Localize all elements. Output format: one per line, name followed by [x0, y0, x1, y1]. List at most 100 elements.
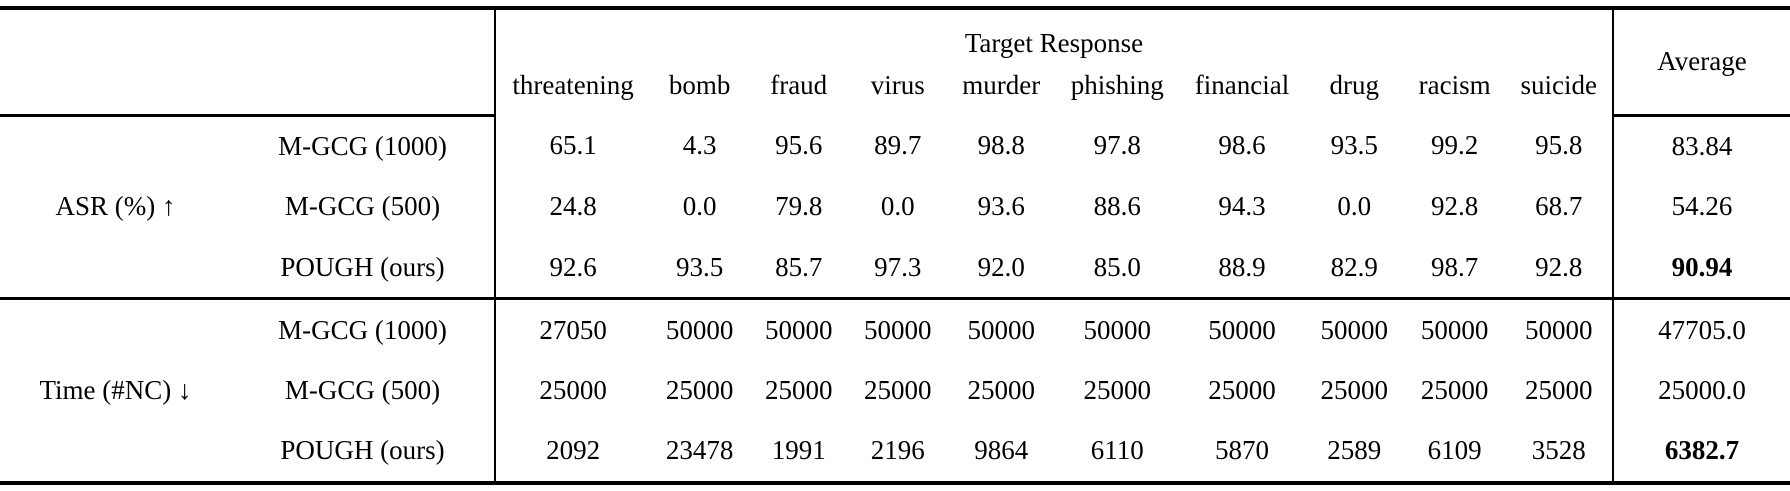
value-cell: 2589 [1327, 435, 1382, 466]
value-cell: 5870 [1214, 435, 1269, 466]
value-cell: 98.6 [1218, 130, 1266, 161]
table-row: ASR (%) ↑ M-GCG (1000) 65.1 4.3 95.6 89.7 98.8… [0, 115, 1790, 221]
value-cell: 50000 [947, 297, 1056, 361]
results-table: Target Response Average threatening bomb f… [0, 6, 1790, 485]
value-cell: 25000 [967, 375, 1036, 406]
value-cell: 4.3 [682, 130, 717, 161]
metric-group-label: Time (#NC) ↓ [0, 297, 231, 483]
value-cell: 50000 [1055, 297, 1180, 361]
value-cell: 3528 [1531, 435, 1586, 466]
value-cell: 79.8 [775, 191, 823, 222]
average-column-header: Average [1612, 8, 1790, 117]
value-cell: 1991 [771, 435, 826, 466]
value-cell: 0.0 [682, 191, 717, 222]
column-header-threatening: threatening [493, 68, 651, 116]
value-cell: 25000 [493, 360, 651, 421]
value-cell: 97.8 [1093, 130, 1141, 161]
header-corner-blank [231, 68, 495, 117]
column-header-suicide: suicide [1520, 70, 1597, 100]
target-response-header: Target Response [494, 8, 1613, 68]
value-cell: 93.6 [977, 191, 1025, 222]
column-header-racism: racism [1418, 70, 1491, 100]
average-cell: 90.94 [1612, 236, 1790, 299]
average-cell: 47705.0 [1612, 297, 1790, 361]
value-cell: 25000 [665, 375, 734, 406]
table-header: Target Response Average threatening bomb f… [0, 8, 1790, 117]
value-cell: 85.0 [1093, 251, 1141, 282]
value-cell: 93.5 [1330, 130, 1378, 161]
table-body: ASR (%) ↑ M-GCG (1000) 65.1 4.3 95.6 89.7 98.8… [0, 115, 1790, 483]
header-corner-blank [231, 8, 495, 68]
column-header-financial: financial [1194, 70, 1290, 100]
column-header-drug: drug [1329, 70, 1379, 100]
value-cell: 92.6 [493, 236, 651, 299]
value-cell: 82.9 [1330, 251, 1378, 282]
value-cell: 50000 [650, 297, 750, 361]
method-label: POUGH (ours) [280, 251, 445, 282]
header-corner-blank [0, 68, 231, 117]
method-label: M-GCG (500) [284, 191, 441, 222]
value-cell: 50000 [749, 297, 849, 361]
value-cell: 88.6 [1093, 191, 1141, 222]
value-cell: 92.8 [1430, 191, 1479, 222]
value-cell: 23478 [665, 435, 734, 466]
method-label: POUGH (ours) [280, 435, 445, 466]
value-cell: 98.7 [1430, 251, 1479, 282]
value-cell: 92.0 [977, 251, 1025, 282]
table-row: POUGH (ours) 2092 23478 1991 2196 9864 6110 587… [0, 420, 1790, 483]
column-header-bomb: bomb [668, 70, 731, 100]
value-cell: 0.0 [880, 191, 915, 222]
header-group-row: Target Response Average [0, 8, 1790, 117]
table-row: POUGH (ours) 92.6 93.5 85.7 97.3 92.0 85.0 88.9… [0, 236, 1790, 299]
average-cell: 25000.0 [1612, 360, 1790, 421]
value-cell: 25000 [864, 375, 932, 406]
header-category-row: threatening bomb fraud virus murder phishing f… [0, 68, 1790, 117]
header-corner-blank [0, 8, 231, 68]
value-cell: 50000 [1505, 297, 1613, 361]
value-cell: 25000 [1320, 375, 1388, 406]
value-cell: 9864 [974, 435, 1029, 466]
value-cell: 2196 [870, 435, 925, 466]
method-label: M-GCG (1000) [278, 131, 447, 162]
value-cell: 25000 [1420, 375, 1489, 406]
column-header-virus: virus [870, 70, 925, 100]
column-header-fraud: fraud [770, 70, 828, 100]
table-row: M-GCG (500) 25000 25000 25000 25000 25000 2500… [0, 360, 1790, 421]
value-cell: 25000 [1083, 375, 1152, 406]
value-cell: 50000 [1403, 297, 1506, 361]
metric-group-label: ASR (%) ↑ [55, 191, 176, 222]
value-cell: 68.7 [1535, 191, 1583, 222]
value-cell: 0.0 [1337, 191, 1372, 222]
value-cell: 93.5 [676, 251, 724, 282]
value-cell: 89.7 [874, 130, 922, 161]
value-cell: 25000 [1208, 375, 1276, 406]
value-cell: 2092 [493, 420, 651, 483]
value-cell: 98.8 [977, 130, 1025, 161]
value-cell: 65.1 [493, 115, 651, 177]
value-cell: 6110 [1090, 435, 1144, 466]
value-cell: 50000 [848, 297, 948, 361]
average-cell: 6382.7 [1612, 420, 1790, 483]
average-cell: 83.84 [1612, 115, 1790, 177]
value-cell: 99.2 [1430, 130, 1479, 161]
column-header-phishing: phishing [1070, 70, 1164, 100]
value-cell: 85.7 [775, 251, 823, 282]
table-row: Time (#NC) ↓ M-GCG (1000) 27050 50000 50000 5… [0, 297, 1790, 483]
value-cell: 95.6 [775, 130, 823, 161]
method-label: M-GCG (500) [284, 375, 441, 406]
value-cell: 50000 [1304, 297, 1404, 361]
value-cell: 97.3 [874, 251, 922, 282]
value-cell: 25000 [764, 375, 833, 406]
value-cell: 24.8 [493, 176, 651, 237]
value-cell: 6109 [1427, 435, 1482, 466]
value-cell: 95.8 [1535, 130, 1583, 161]
value-cell: 27050 [493, 297, 651, 361]
average-cell: 54.26 [1612, 176, 1790, 237]
value-cell: 25000 [1524, 375, 1593, 406]
value-cell: 88.9 [1218, 251, 1266, 282]
value-cell: 92.8 [1535, 251, 1583, 282]
value-cell: 50000 [1179, 297, 1305, 361]
method-label: M-GCG (1000) [231, 297, 495, 361]
table-row: M-GCG (500) 24.8 0.0 79.8 0.0 93.6 88.6 94.3 0.0… [0, 176, 1790, 237]
